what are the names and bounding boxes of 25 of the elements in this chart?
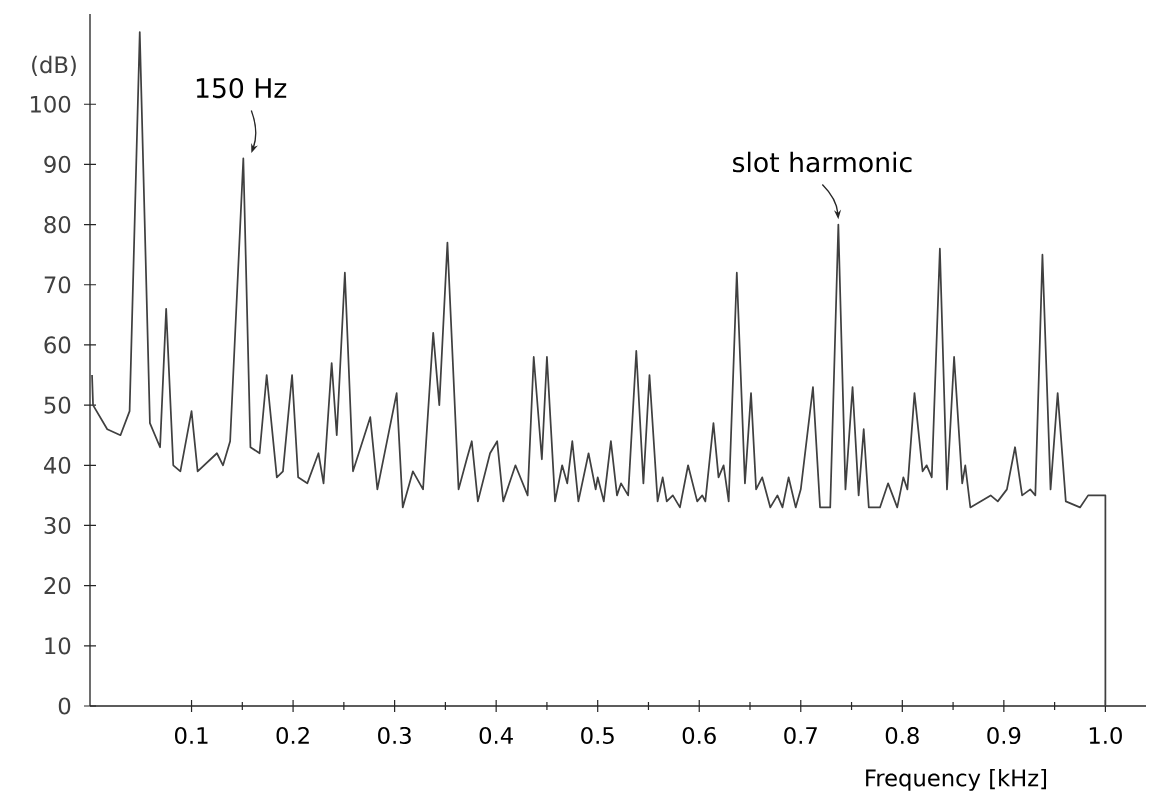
y-tick-label: 40 — [44, 456, 71, 474]
y-tick-label: 100 — [30, 95, 71, 113]
x-axis-title: Frequency [kHz] — [866, 768, 1047, 791]
x-tick-label: 0.9 — [987, 726, 1021, 745]
annotation: 150 Hz — [196, 77, 287, 99]
y-tick-label: 20 — [44, 577, 71, 595]
y-tick-label: 0 — [58, 697, 71, 715]
x-tick-label: 0.7 — [784, 726, 817, 745]
x-tick-label: 0.8 — [885, 726, 919, 745]
y-tick-label: 10 — [45, 637, 71, 655]
x-tick-label: 0.5 — [581, 726, 614, 745]
x-tick-label: 0.4 — [479, 726, 513, 745]
y-axis-title: (dB) — [32, 55, 76, 76]
y-tick-label: 60 — [44, 336, 71, 354]
annotation: slot harmonic — [733, 151, 912, 173]
y-tick-label: 50 — [44, 396, 71, 414]
x-tick-label: 0.1 — [175, 726, 208, 745]
x-tick-label: 0.2 — [276, 726, 309, 745]
y-tick-label: 30 — [44, 516, 71, 535]
y-tick-label: 90 — [44, 155, 71, 173]
x-tick-label: 0.6 — [682, 726, 716, 745]
y-tick-label: 70 — [44, 276, 71, 294]
x-tick-label: 0.3 — [378, 726, 411, 745]
y-tick-label: 80 — [44, 216, 71, 234]
x-tick-label: 1.0 — [1089, 726, 1122, 745]
